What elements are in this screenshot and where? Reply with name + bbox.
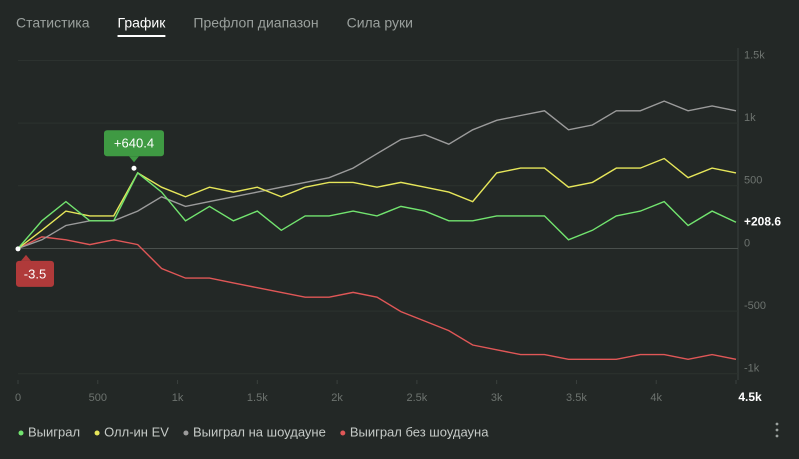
- annotation-box: [16, 260, 54, 287]
- tab[interactable]: Префлоп диапазон: [193, 15, 318, 31]
- legend-label[interactable]: Выиграл без шоудауна: [350, 424, 489, 439]
- legend-swatch: [18, 430, 24, 436]
- y-tick-label: 1.5k: [744, 49, 765, 61]
- x-tick-label: 0: [15, 392, 21, 404]
- legend-swatch: [183, 430, 189, 436]
- annotation-pointer: [21, 254, 31, 261]
- y-tick-label: -1k: [744, 363, 760, 375]
- x-tick-label: 3k: [491, 392, 503, 404]
- tab[interactable]: Статистика: [16, 15, 90, 31]
- x-tick-label: 1k: [172, 392, 184, 404]
- tab-bar: Статистика График Префлоп диапазон Сила рук…: [16, 15, 413, 37]
- series-line: [17, 100, 737, 250]
- x-tick-label: 4.5k: [738, 390, 762, 404]
- tab[interactable]: График: [118, 15, 167, 31]
- annotation-pointer: [128, 156, 139, 163]
- x-tick-label: 4k: [650, 392, 662, 404]
- series-line: [17, 236, 737, 361]
- kebab-menu[interactable]: [775, 422, 779, 438]
- legend-label[interactable]: Олл-ин EV: [104, 424, 169, 439]
- legend-label[interactable]: Выиграл: [28, 424, 80, 439]
- legend-swatch: [340, 430, 346, 436]
- tab[interactable]: Сила руки: [347, 15, 413, 31]
- y-tick-label: 1k: [744, 112, 756, 124]
- annotation-label: +640.4: [114, 136, 154, 151]
- y-tick-label: 500: [744, 175, 762, 187]
- annotation-label: -3.5: [24, 266, 46, 281]
- x-tick-label: 2.5k: [406, 392, 427, 404]
- tab-underline: [117, 35, 166, 37]
- annotation-point: [15, 246, 21, 252]
- annotation-point: [131, 165, 137, 171]
- y-tick-label: 0: [744, 237, 750, 249]
- legend-swatch: [94, 430, 100, 436]
- x-tick-label: 2k: [331, 392, 343, 404]
- series-line: [17, 171, 737, 249]
- annotation-box: [103, 130, 164, 157]
- legend-label[interactable]: Выиграл на шоудауне: [193, 424, 326, 439]
- x-tick-label: 1.5k: [247, 392, 268, 404]
- end-value-label: +208.6: [744, 214, 781, 228]
- x-tick-label: 500: [89, 392, 107, 404]
- x-tick-label: 3.5k: [566, 392, 587, 404]
- y-tick-label: -500: [744, 300, 766, 312]
